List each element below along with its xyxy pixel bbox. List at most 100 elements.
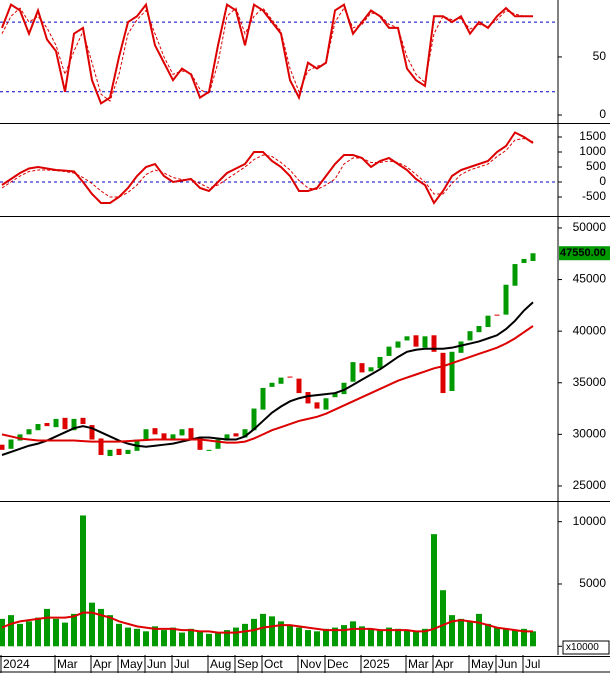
candle-body (476, 325, 482, 333)
candle-body (215, 439, 221, 449)
volume-bar (179, 632, 185, 647)
y-tick-label: 0 (599, 174, 606, 188)
candle-body (26, 429, 32, 435)
candle-body (530, 253, 536, 261)
volume-bar (440, 590, 446, 647)
volume-bar (341, 625, 347, 647)
volume-bar (80, 515, 86, 647)
candle-body (413, 335, 419, 347)
candle-body (404, 336, 410, 341)
volume-bar (251, 618, 257, 647)
unit-label: x10000 (566, 642, 599, 653)
volume-bar (296, 627, 302, 647)
candle-body (458, 341, 464, 353)
y-tick-label: -500 (582, 189, 606, 203)
volume-bar (305, 630, 311, 647)
candle-body (521, 258, 527, 264)
candle-body (170, 434, 176, 441)
candle-body (467, 331, 473, 341)
candle-body (179, 429, 185, 436)
volume-bar (287, 625, 293, 647)
x-tick-label: Jun (147, 657, 166, 671)
unit-box (562, 640, 610, 655)
volume-bar (161, 630, 167, 647)
x-tick-label: Aug (210, 657, 231, 671)
volume-bar (494, 627, 500, 647)
candle-body (89, 425, 95, 440)
volume-bar (215, 632, 221, 647)
x-tick-label: Jul (525, 657, 540, 671)
candle-body (431, 335, 437, 352)
volume-bar (314, 631, 320, 647)
candle-body (197, 438, 203, 450)
volume-bar (170, 627, 176, 647)
candle-body (242, 429, 248, 438)
candle-body (512, 264, 518, 286)
volume-bar (395, 628, 401, 647)
volume-bar (323, 628, 329, 647)
y-tick-label: 45000 (573, 272, 607, 286)
candle-body (161, 433, 167, 440)
candle-body (224, 434, 230, 441)
candle-body (62, 417, 68, 430)
candle-body (422, 336, 428, 348)
candle-body (143, 429, 149, 441)
x-tick-label: 2025 (363, 657, 390, 671)
volume-bar (278, 621, 284, 647)
candle-body (368, 367, 374, 372)
candle-body (17, 434, 23, 441)
candle-body (305, 392, 311, 404)
volume-bar (8, 615, 14, 647)
line (1, 131, 534, 205)
candle-body (53, 418, 59, 428)
candle-body (251, 408, 257, 431)
candle-body (449, 351, 455, 392)
line (1, 301, 534, 456)
x-tick-label: Oct (264, 657, 283, 671)
volume-bar (152, 626, 158, 647)
volume-bar (413, 631, 419, 647)
candle-body (125, 449, 131, 454)
volume-bar (134, 628, 140, 647)
candle-body (314, 402, 320, 409)
volume-bar (197, 631, 203, 647)
x-tick-label: Mar (57, 657, 78, 671)
volume-bar (431, 534, 437, 647)
x-tick-label: Apr (435, 657, 454, 671)
candle-body (206, 449, 212, 451)
volume-bar (530, 631, 536, 647)
candle-body (287, 376, 293, 378)
candle-body (440, 352, 446, 394)
volume-bar (143, 631, 149, 647)
volume-bar (368, 628, 374, 647)
candle-body (0, 444, 5, 450)
volume-bar (458, 618, 464, 647)
volume-bar (62, 622, 68, 647)
volume-bar (467, 621, 473, 647)
y-tick-label: 500 (586, 159, 606, 173)
line (1, 325, 534, 444)
candle-body (107, 449, 113, 457)
volume-bar (26, 621, 32, 647)
x-tick-label: Dec (327, 657, 348, 671)
volume-bar (44, 608, 50, 647)
x-tick-label: Jul (174, 657, 189, 671)
volume-bar (485, 623, 491, 647)
candle-body (269, 382, 275, 387)
candle-body (44, 423, 50, 427)
candle-body (188, 428, 194, 440)
candle-body (341, 382, 347, 395)
y-tick-label: 1000 (579, 144, 606, 158)
volume-bar (521, 628, 527, 647)
y-tick-label: 5000 (579, 576, 606, 590)
volume-bar (386, 627, 392, 647)
candle-body (8, 439, 14, 449)
y-tick-label: 50000 (573, 220, 607, 234)
volume-bar (422, 628, 428, 647)
candle-body (485, 315, 491, 328)
candle-body (296, 378, 302, 394)
candle-body (71, 418, 77, 431)
